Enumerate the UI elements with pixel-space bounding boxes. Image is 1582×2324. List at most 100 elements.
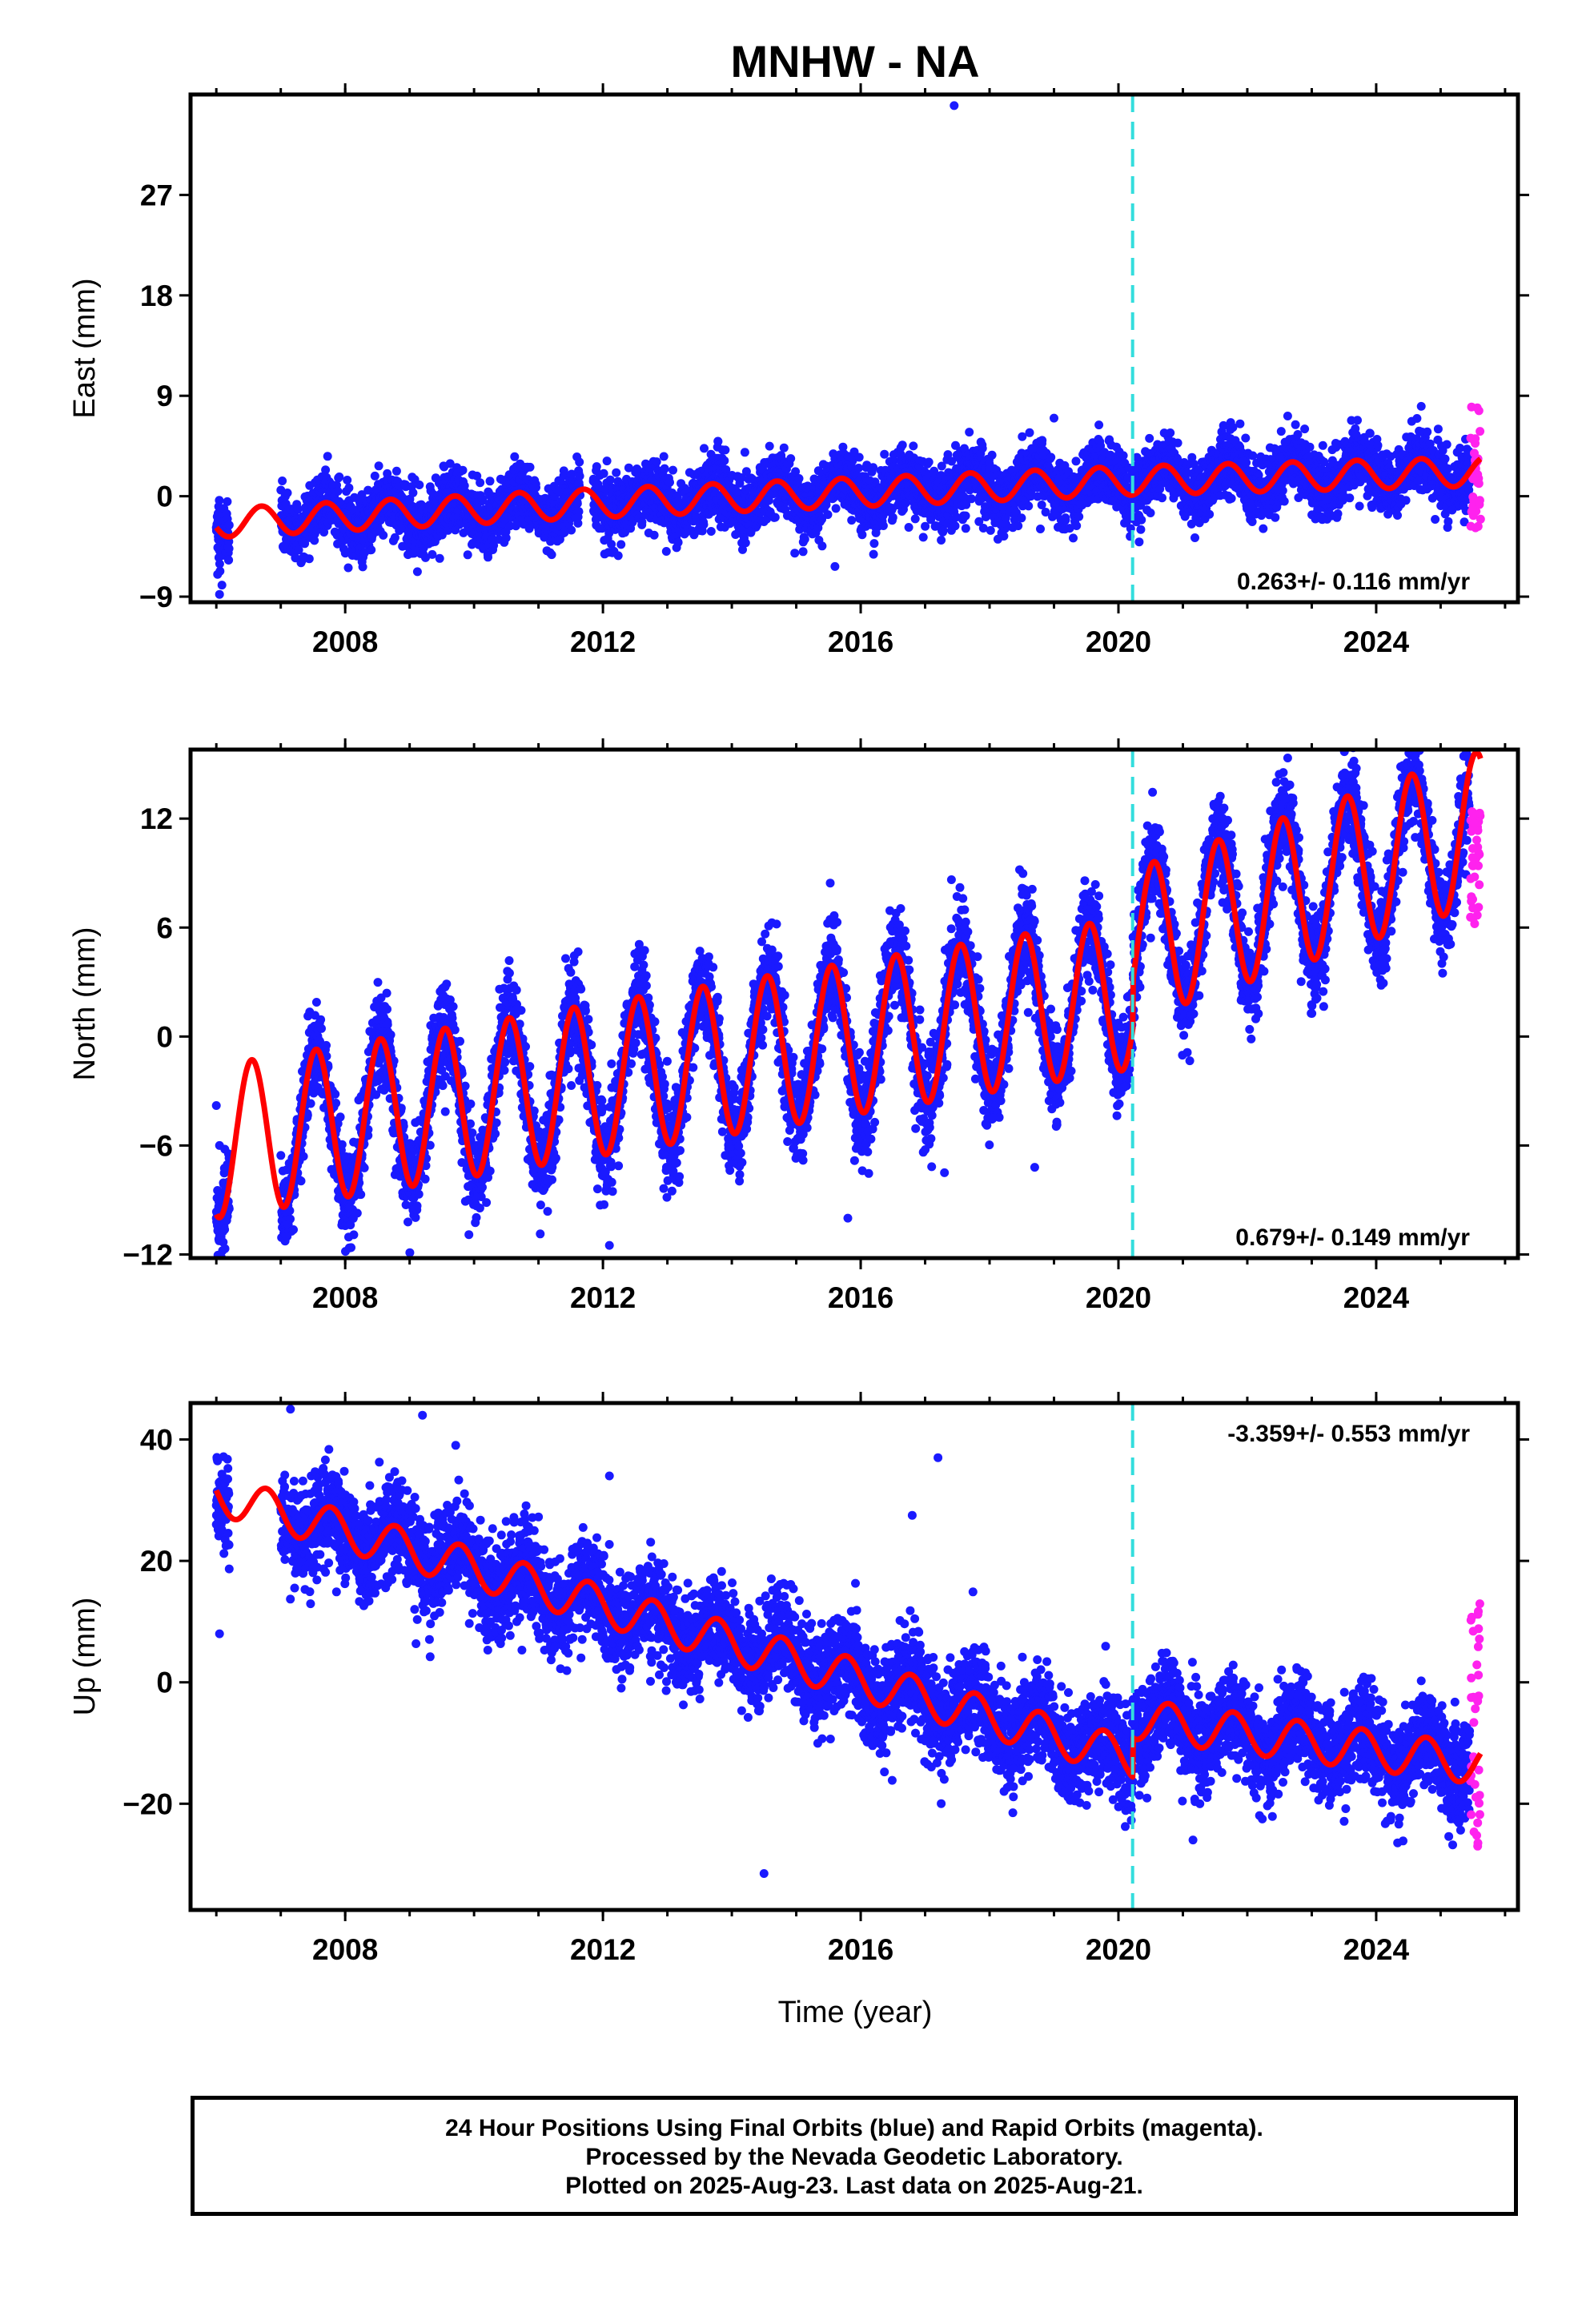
final-orbit-point [293, 505, 303, 514]
final-orbit-point [321, 465, 331, 475]
final-orbit-point [612, 468, 621, 477]
final-orbit-point [428, 549, 437, 559]
final-orbit-point [800, 534, 809, 544]
final-orbit-point [904, 523, 913, 532]
final-orbit-point [379, 530, 388, 540]
final-orbit-point [652, 457, 661, 467]
final-orbit-point [847, 516, 857, 525]
final-orbit-point [1166, 428, 1175, 437]
final-orbit-point [706, 527, 716, 536]
final-orbit-point [367, 545, 376, 555]
final-orbit-point [559, 466, 568, 476]
final-orbit-point [765, 441, 774, 451]
final-orbit-point [575, 472, 584, 480]
final-orbit-point [921, 521, 930, 531]
final-orbit-point [460, 481, 469, 490]
final-orbit-point [909, 441, 918, 451]
final-orbit-point [937, 536, 946, 545]
final-orbit-point [223, 497, 232, 506]
final-orbit-point [344, 483, 354, 493]
final-orbit-point [1036, 525, 1045, 533]
final-orbit-point [476, 478, 485, 488]
final-orbit-point [458, 465, 468, 475]
final-orbit-point [304, 554, 314, 564]
final-orbit-point [333, 486, 343, 496]
final-orbit-point [737, 473, 746, 482]
final-orbit-point [978, 444, 987, 453]
final-orbit-point [215, 496, 224, 505]
final-orbit-point [224, 555, 234, 565]
final-orbit-point [435, 553, 444, 563]
final-orbit-point [790, 549, 800, 558]
final-orbit-point [472, 471, 482, 480]
final-orbit-point [966, 494, 976, 504]
final-orbit-point [616, 540, 626, 549]
final-orbit-point [965, 428, 974, 437]
final-orbit-point [1069, 533, 1078, 543]
final-orbit-point [323, 452, 332, 461]
final-orbit-point [294, 545, 303, 555]
final-orbit-point [478, 494, 488, 504]
final-orbit-point [224, 521, 234, 530]
final-orbit-point [961, 511, 970, 521]
final-orbit-point [661, 547, 671, 556]
final-orbit-point [987, 450, 997, 460]
final-orbit-point [764, 496, 773, 505]
final-orbit-point [599, 468, 608, 478]
final-orbit-point [738, 545, 747, 554]
final-orbit-point [791, 467, 801, 476]
final-orbit-point [1118, 451, 1128, 460]
final-orbit-point [1205, 509, 1215, 519]
final-orbit-point [1046, 452, 1056, 462]
final-orbit-point [501, 533, 511, 543]
final-orbit-point [741, 467, 751, 476]
final-orbit-point [854, 464, 863, 472]
final-orbit-point [383, 468, 392, 478]
final-orbit-point [319, 528, 329, 537]
final-orbit-point [572, 499, 582, 509]
final-orbit-point [445, 459, 455, 468]
final-orbit-point [224, 544, 234, 553]
final-orbit-point [343, 476, 352, 485]
final-orbit-point [1094, 420, 1104, 430]
final-orbit-point [300, 539, 310, 549]
final-orbit-point [335, 472, 344, 481]
final-orbit-point [560, 528, 569, 537]
final-orbit-point [741, 538, 750, 548]
final-orbit-point [547, 550, 556, 560]
final-orbit-point [779, 443, 789, 452]
final-orbit-point [699, 520, 709, 529]
final-orbit-point [415, 480, 424, 489]
final-orbit-point [878, 521, 888, 530]
final-orbit-point [310, 536, 319, 545]
final-orbit-point [391, 466, 401, 476]
final-orbit-point [1191, 533, 1199, 542]
final-orbit-point [798, 547, 808, 557]
final-orbit-point [673, 537, 683, 547]
final-orbit-point [659, 452, 669, 461]
final-orbit-point [986, 525, 995, 535]
final-orbit-point [770, 513, 780, 522]
final-orbit-point [575, 457, 584, 467]
final-orbit-point [713, 436, 723, 446]
final-orbit-points-east [211, 101, 1475, 599]
final-orbit-point [278, 476, 287, 485]
final-orbit-point [1158, 493, 1166, 503]
final-orbit-point [1014, 521, 1023, 531]
final-orbit-point [613, 551, 623, 561]
final-orbit-point [660, 464, 669, 473]
final-orbit-point [1072, 521, 1082, 530]
final-orbit-point [358, 562, 367, 572]
final-orbit-point [525, 462, 535, 472]
final-orbit-point [1136, 525, 1146, 534]
final-orbit-point [1024, 501, 1034, 511]
final-orbit-point [649, 530, 659, 540]
final-orbit-point [1137, 515, 1146, 525]
final-orbit-point [1145, 433, 1154, 443]
final-orbit-point [669, 465, 677, 475]
final-orbit-point [374, 461, 383, 471]
final-orbit-point [605, 475, 615, 485]
final-orbit-point [869, 539, 879, 549]
final-orbit-point [854, 452, 864, 462]
